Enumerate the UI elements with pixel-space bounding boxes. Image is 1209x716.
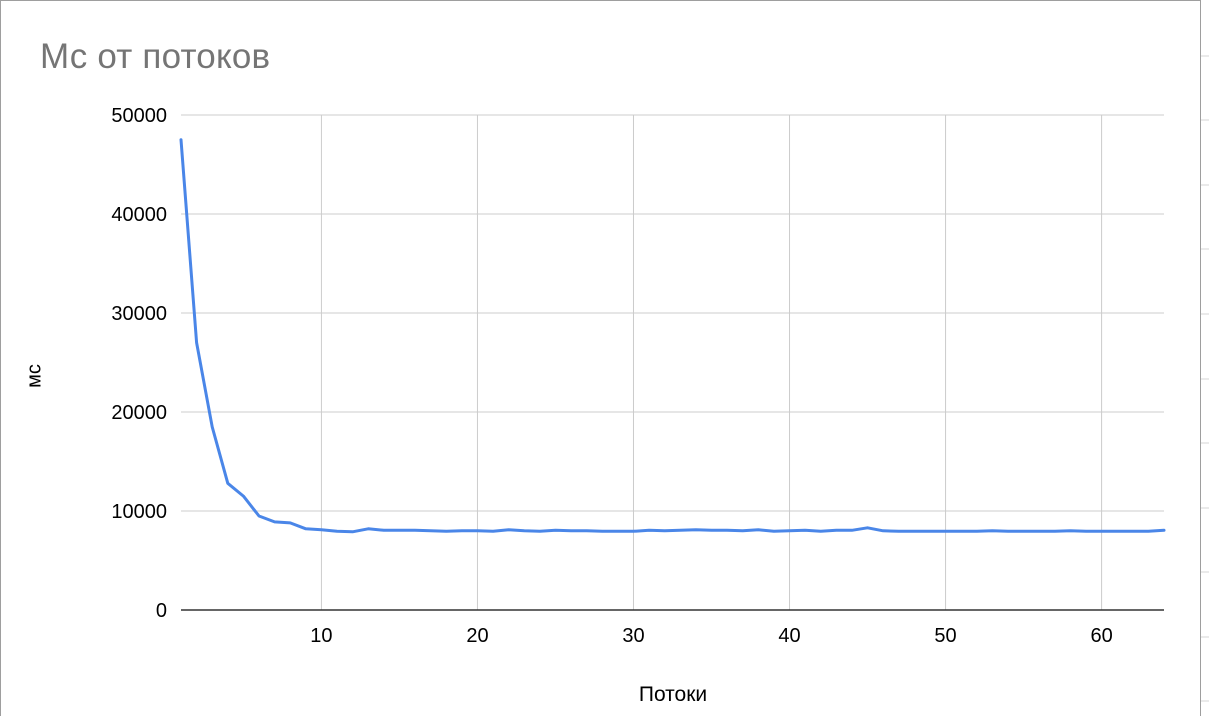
x-tick-label: 10 — [310, 625, 332, 647]
y-tick-label: 20000 — [111, 402, 167, 424]
grid-lines — [181, 114, 1164, 610]
x-axis-label: Потоки — [638, 683, 708, 706]
y-tick-label: 50000 — [111, 105, 167, 127]
y-tick-label: 0 — [156, 600, 167, 622]
series-layer — [179, 138, 1166, 534]
x-tick-label: 40 — [778, 625, 800, 647]
series-line — [179, 138, 1166, 534]
tick-labels: 0 10000 20000 30000 40000 50000 10 20 30 40 50 60 — [111, 105, 1112, 647]
x-tick-label: 50 — [934, 625, 956, 647]
y-tick-label: 30000 — [111, 303, 167, 325]
x-tick-label: 20 — [466, 625, 488, 647]
x-tick-label: 30 — [622, 625, 644, 647]
y-tick-label: 10000 — [111, 501, 167, 523]
adjacent-sheet-gridlines — [1201, 55, 1209, 702]
chart-title: Мс от потоков — [40, 37, 271, 76]
x-tick-label: 60 — [1090, 625, 1112, 647]
y-tick-label: 40000 — [111, 204, 167, 226]
